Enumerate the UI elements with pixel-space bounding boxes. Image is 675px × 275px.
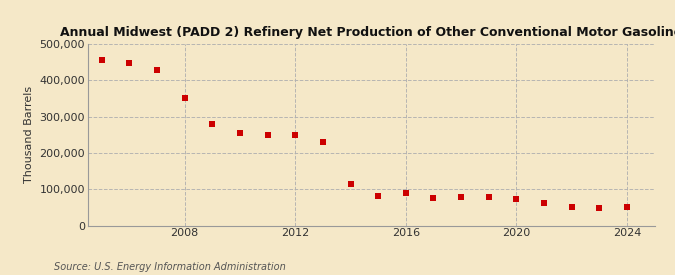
Point (594, 206, 605, 210)
Point (373, 194, 383, 198)
Point (428, 195, 439, 200)
Point (456, 195, 466, 199)
Point (622, 204, 632, 209)
Title: Annual Midwest (PADD 2) Refinery Net Production of Other Conventional Motor Gaso: Annual Midwest (PADD 2) Refinery Net Pro… (60, 26, 675, 39)
Point (317, 140, 328, 144)
Point (151, 68, 162, 73)
Point (539, 200, 549, 205)
Point (262, 133, 273, 138)
Point (124, 61, 134, 65)
Point (345, 182, 356, 187)
Point (234, 130, 245, 135)
Point (483, 195, 494, 199)
Point (400, 191, 411, 195)
Point (179, 95, 190, 100)
Text: Source: U.S. Energy Information Administration: Source: U.S. Energy Information Administ… (54, 262, 286, 271)
Point (207, 122, 217, 127)
Point (566, 204, 577, 209)
Point (96, 58, 107, 62)
Point (511, 196, 522, 201)
Y-axis label: Thousand Barrels: Thousand Barrels (24, 86, 34, 183)
Point (290, 133, 300, 137)
